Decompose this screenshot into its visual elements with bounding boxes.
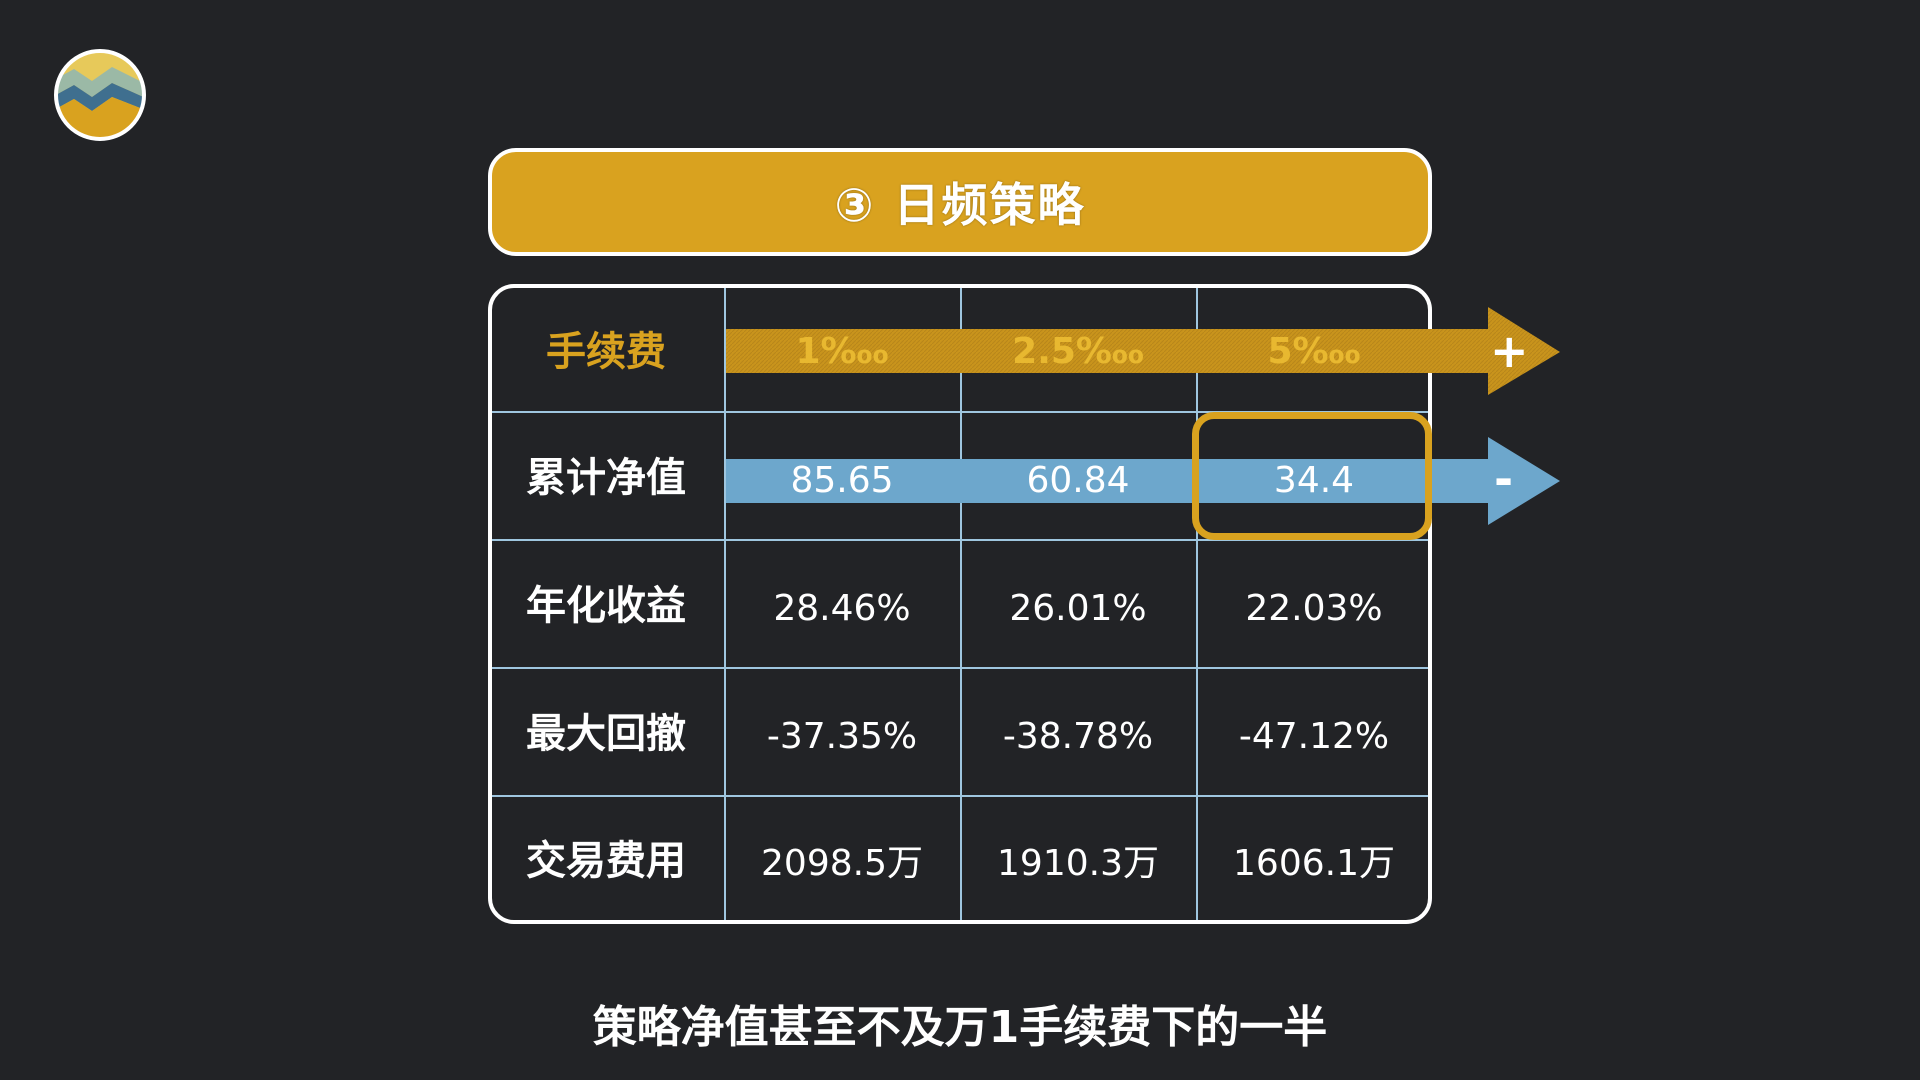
nav-value: 85.65 xyxy=(790,460,894,501)
grid-line-horizontal xyxy=(492,411,1428,413)
table-cell: 1910.3万 xyxy=(997,843,1159,884)
table-cell: 26.01% xyxy=(1009,588,1147,629)
fee-value: 5‱ xyxy=(1267,331,1361,372)
comparison-table xyxy=(488,284,1432,924)
table-cell: -38.78% xyxy=(1002,716,1154,757)
row-label-fee: 手续费 xyxy=(546,329,666,375)
row-label-trading-cost: 交易费用 xyxy=(526,838,686,884)
plus-sign: + xyxy=(1490,324,1529,378)
table-cell: 22.03% xyxy=(1245,588,1383,629)
title-banner: ③ 日频策略 xyxy=(488,148,1432,256)
table-cell: -37.35% xyxy=(766,716,918,757)
page-title: ③ 日频策略 xyxy=(834,178,1086,232)
fee-value: 1‱ xyxy=(795,331,889,372)
fee-value: 2.5‱ xyxy=(1012,331,1144,372)
row-label-annual-return: 年化收益 xyxy=(526,583,686,629)
grid-line-vertical xyxy=(1196,288,1198,920)
grid-line-vertical xyxy=(960,288,962,920)
nav-value: 60.84 xyxy=(1026,460,1130,501)
grid-line-vertical xyxy=(724,288,726,920)
grid-line-horizontal xyxy=(492,795,1428,797)
table-cell: 1606.1万 xyxy=(1233,843,1395,884)
nav-value: 34.4 xyxy=(1273,460,1355,501)
highlight-box xyxy=(1192,412,1432,540)
grid-line-horizontal xyxy=(492,539,1428,541)
row-label-nav: 累计净值 xyxy=(526,455,686,501)
minus-sign: - xyxy=(1494,452,1514,506)
striped-circle-logo-icon xyxy=(54,49,146,141)
table-cell: 28.46% xyxy=(773,588,911,629)
table-cell: -47.12% xyxy=(1238,716,1390,757)
subtitle-caption: 策略净值甚至不及万1手续费下的一半 xyxy=(592,1002,1328,1053)
row-label-max-drawdown: 最大回撤 xyxy=(526,711,686,757)
table-cell: 2098.5万 xyxy=(761,843,923,884)
grid-line-horizontal xyxy=(492,667,1428,669)
